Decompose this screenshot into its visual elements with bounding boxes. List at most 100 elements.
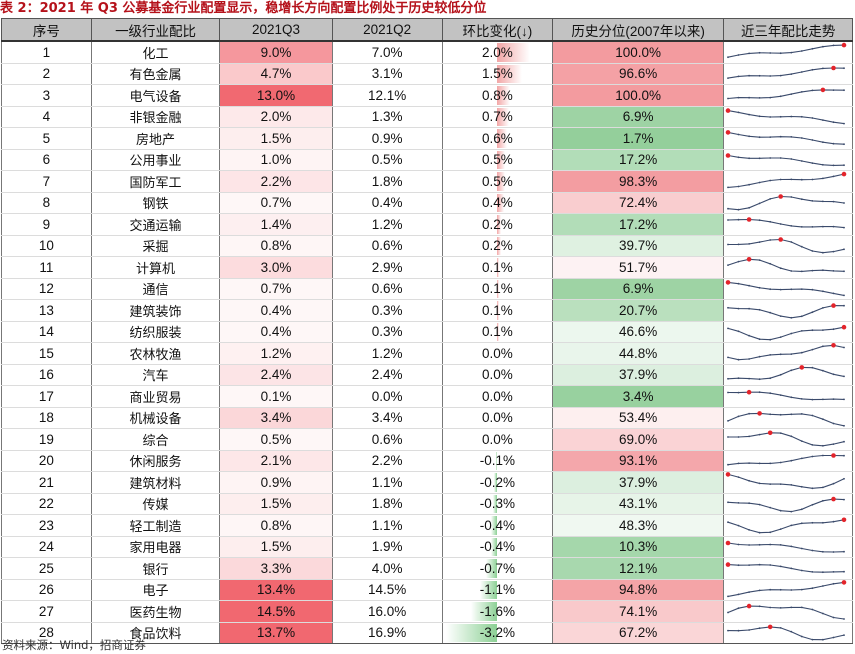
sparkline-point (822, 177, 825, 180)
sparkline-point (822, 345, 825, 348)
sparkline-point (727, 521, 730, 524)
qoq-change-value: 0.6% (481, 130, 513, 146)
sparkline-point (737, 156, 740, 158)
trend-sparkline (727, 87, 846, 100)
value-2021q2: 1.2% (331, 342, 443, 365)
industry-allocation-table: 序号 一级行业配比 2021Q3 2021Q2 环比变化(↓) 历史分位(200… (1, 18, 853, 644)
trend-sparkline (727, 390, 846, 401)
table-row: 23 轻工制造 0.8% 1.1% -0.4% 48.3% (1, 514, 853, 537)
sparkline-point (769, 531, 772, 534)
sparkline-peak-marker (842, 579, 847, 585)
change-data-bar (497, 172, 506, 191)
trend-sparkline (726, 279, 846, 297)
industry-name: 综合 (90, 428, 221, 451)
table-row: 11 计算机 3.0% 2.9% 0.1% 51.7% (1, 256, 853, 279)
sparkline-point (801, 245, 804, 248)
trend-sparkline (727, 410, 846, 427)
trend-sparkline (727, 65, 846, 79)
source-note: 资料来源：Wind，招商证券 (2, 638, 146, 652)
qoq-change-cell: 0.5% (441, 170, 553, 193)
sparkline-point (769, 588, 772, 591)
change-data-bar (497, 150, 506, 169)
sparkline-point (769, 338, 772, 341)
sparkline-path (728, 195, 845, 211)
row-index: 1 (1, 41, 92, 64)
trend-sparkline (727, 496, 846, 513)
sparkline-point (790, 270, 793, 273)
sparkline-path (728, 474, 845, 490)
sparkline-point (790, 630, 793, 633)
value-2021q3: 0.7% (219, 278, 333, 300)
sparkline-point (780, 528, 782, 531)
table-row: 20 休闲服务 2.1% 2.2% -0.1% 93.1% (1, 450, 853, 472)
sparkline-peak-marker (747, 604, 752, 609)
sparkline-point (811, 608, 814, 611)
sparkline-point (801, 486, 804, 488)
sparkline-path (728, 542, 845, 553)
sparkline-point (737, 629, 740, 632)
value-2021q3: 3.0% (219, 256, 333, 279)
sparkline-point (832, 328, 835, 330)
sparkline-point (801, 352, 804, 354)
industry-name: 有色金属 (90, 63, 221, 85)
sparkline-point (832, 616, 835, 619)
sparkline-point (769, 377, 772, 379)
trend-sparkline (726, 130, 846, 146)
industry-name: 轻工制造 (90, 514, 221, 537)
sparkline-point (811, 178, 814, 181)
sparkline-peak-marker (726, 540, 731, 546)
qoq-change-cell: 0.1% (441, 256, 553, 279)
sparkline-point (759, 309, 761, 311)
sparkline-point (811, 398, 814, 401)
sparkline-point (780, 543, 782, 546)
sparkline-point (737, 75, 740, 78)
sparkline-point (727, 186, 730, 189)
industry-name: 休闲服务 (90, 450, 221, 472)
sparkline-path (728, 67, 845, 79)
qoq-change-value: 0.2% (481, 216, 513, 232)
value-2021q2: 1.9% (331, 536, 443, 558)
trend-sparkline-cell (723, 342, 853, 365)
trend-sparkline-cell (723, 84, 853, 107)
sparkline-peak-marker (768, 624, 773, 629)
sparkline-point (759, 564, 761, 566)
sparkline-point (843, 454, 846, 457)
sparkline-point (801, 226, 804, 229)
sparkline-point (759, 115, 761, 117)
sparkline-point (759, 378, 761, 380)
sparkline-point (748, 412, 751, 415)
value-2021q3: 1.5% (219, 493, 333, 515)
change-data-bar (497, 301, 499, 320)
sparkline-point (769, 136, 772, 139)
sparkline-point (780, 373, 782, 376)
trend-sparkline (726, 108, 846, 125)
sparkline-point (811, 487, 814, 490)
sparkline-point (832, 121, 835, 123)
value-2021q2: 0.5% (331, 149, 443, 171)
qoq-change-cell: 0.4% (441, 192, 553, 214)
row-index: 23 (1, 514, 92, 537)
value-2021q2: 2.4% (331, 364, 443, 386)
sparkline-path (728, 432, 845, 447)
sparkline-point (737, 260, 740, 263)
sparkline-point (790, 157, 793, 160)
value-2021q2: 0.6% (331, 428, 443, 451)
sparkline-path (728, 154, 845, 166)
sparkline-point (822, 290, 825, 292)
sparkline-point (780, 288, 782, 291)
qoq-change-cell: -0.3% (441, 493, 553, 515)
sparkline-point (737, 359, 740, 361)
value-2021q3: 9.0% (219, 41, 333, 64)
row-index: 27 (1, 600, 92, 623)
sparkline-point (727, 419, 730, 422)
sparkline-point (759, 259, 761, 262)
historical-percentile: 53.4% (551, 407, 725, 429)
sparkline-point (759, 286, 761, 289)
change-data-bar (497, 107, 509, 126)
qoq-change-value: -1.1% (479, 582, 515, 598)
industry-name: 国防军工 (90, 170, 221, 193)
change-data-bar (497, 236, 501, 255)
sparkline-point (811, 139, 814, 142)
sparkline-point (832, 292, 835, 295)
sparkline-point (780, 461, 782, 464)
